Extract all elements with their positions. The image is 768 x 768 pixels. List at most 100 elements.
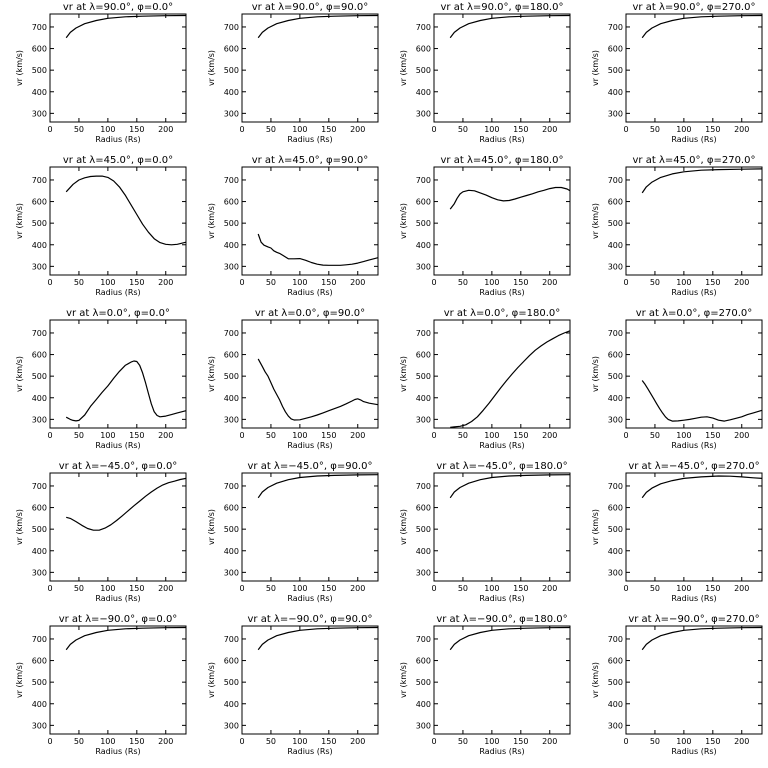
series-line xyxy=(66,477,187,531)
x-tick-label: 50 xyxy=(74,278,84,287)
x-tick-label: 50 xyxy=(74,584,84,593)
chart-title: vr at λ=−45.0°, φ=90.0° xyxy=(248,461,373,472)
x-tick-label: 150 xyxy=(129,584,144,593)
chart-svg: vr at λ=90.0°, φ=270.0° 300 400 500 600 700 0 5… xyxy=(591,2,763,144)
x-tick-label: 0 xyxy=(47,278,52,287)
chart-svg: vr at λ=−45.0°, φ=0.0° 300 400 500 600 700 0 50… xyxy=(15,461,187,603)
y-axis-label: vr (km/s) xyxy=(591,662,600,698)
x-tick-label: 200 xyxy=(350,737,365,746)
plot-frame xyxy=(433,472,571,582)
chart-svg: vr at λ=90.0°, φ=180.0° 300 400 500 600 700 0 5… xyxy=(399,2,571,144)
y-tick-label: 600 xyxy=(608,657,623,666)
x-axis-label: Radius (Rs) xyxy=(479,594,524,603)
x-tick-label: 150 xyxy=(129,278,144,287)
x-tick-label: 100 xyxy=(676,431,691,440)
y-tick-label: 400 xyxy=(224,394,239,403)
chart-panel: vr at λ=45.0°, φ=90.0° 300 400 500 600 700 0 50… xyxy=(192,153,384,306)
y-tick-label: 500 xyxy=(224,525,239,534)
y-tick-label: 400 xyxy=(416,241,431,250)
y-tick-label: 600 xyxy=(32,45,47,54)
y-axis-label: vr (km/s) xyxy=(15,203,24,239)
plot-frame xyxy=(241,13,379,123)
y-tick-label: 300 xyxy=(608,721,623,730)
series-line xyxy=(257,14,379,39)
chart-panel: vr at λ=−90.0°, φ=90.0° 300 400 500 600 700 0 5… xyxy=(192,612,384,765)
x-tick-label: 50 xyxy=(650,584,660,593)
chart-panel: vr at λ=−90.0°, φ=0.0° 300 400 500 600 700 0 50… xyxy=(0,612,192,765)
x-axis-label: Radius (Rs) xyxy=(671,594,716,603)
chart-panel: vr at λ=90.0°, φ=90.0° 300 400 500 600 700 0 50… xyxy=(192,0,384,153)
y-tick-label: 500 xyxy=(608,66,623,75)
y-tick-label: 700 xyxy=(32,635,47,644)
x-tick-label: 0 xyxy=(431,125,436,134)
x-tick-label: 150 xyxy=(321,125,336,134)
x-axis-label: Radius (Rs) xyxy=(95,747,140,756)
x-tick-label: 50 xyxy=(74,125,84,134)
chart-panel: vr at λ=90.0°, φ=0.0° 300 400 500 600 700 0 50 1… xyxy=(0,0,192,153)
x-tick-label: 200 xyxy=(158,278,173,287)
x-tick-label: 100 xyxy=(484,125,499,134)
y-tick-label: 700 xyxy=(608,176,623,185)
chart-panel: vr at λ=−45.0°, φ=180.0° 300 400 500 600 700 0… xyxy=(384,459,576,612)
x-tick-label: 200 xyxy=(734,584,749,593)
series-line xyxy=(450,330,571,428)
plot-frame xyxy=(625,625,763,735)
y-axis-label: vr (km/s) xyxy=(591,203,600,239)
chart-panel: vr at λ=45.0°, φ=0.0° 300 400 500 600 700 0 50 1… xyxy=(0,153,192,306)
x-tick-label: 200 xyxy=(542,584,557,593)
y-tick-label: 400 xyxy=(224,700,239,709)
y-tick-label: 300 xyxy=(224,415,239,424)
y-tick-label: 400 xyxy=(416,394,431,403)
plot-frame xyxy=(241,625,379,735)
x-axis-label: Radius (Rs) xyxy=(95,441,140,450)
y-tick-label: 300 xyxy=(416,262,431,271)
y-tick-label: 300 xyxy=(416,109,431,118)
plot-frame xyxy=(625,319,763,429)
y-axis-label: vr (km/s) xyxy=(591,356,600,392)
y-tick-label: 400 xyxy=(32,547,47,556)
x-tick-label: 0 xyxy=(239,584,244,593)
plot-frame xyxy=(241,472,379,582)
chart-svg: vr at λ=−45.0°, φ=90.0° 300 400 500 600 700 0 5… xyxy=(207,461,379,603)
chart-title: vr at λ=−45.0°, φ=180.0° xyxy=(436,461,567,472)
series-line xyxy=(449,626,571,651)
chart-title: vr at λ=90.0°, φ=0.0° xyxy=(63,2,173,13)
x-axis-label: Radius (Rs) xyxy=(287,288,332,297)
y-tick-label: 600 xyxy=(32,351,47,360)
chart-title: vr at λ=90.0°, φ=90.0° xyxy=(252,2,369,13)
x-tick-label: 150 xyxy=(513,278,528,287)
x-tick-label: 50 xyxy=(266,431,276,440)
chart-panel: vr at λ=45.0°, φ=270.0° 300 400 500 600 700 0 5… xyxy=(576,153,768,306)
x-tick-label: 0 xyxy=(239,431,244,440)
x-axis-label: Radius (Rs) xyxy=(479,441,524,450)
x-tick-label: 50 xyxy=(458,278,468,287)
chart-svg: vr at λ=0.0°, φ=180.0° 300 400 500 600 700 0 50… xyxy=(399,308,571,450)
series-line xyxy=(449,14,571,39)
x-tick-label: 150 xyxy=(705,125,720,134)
y-tick-label: 400 xyxy=(608,700,623,709)
series-line xyxy=(65,175,187,246)
plot-frame xyxy=(625,472,763,582)
chart-svg: vr at λ=45.0°, φ=180.0° 300 400 500 600 700 0 5… xyxy=(399,155,571,297)
chart-panel: vr at λ=−90.0°, φ=270.0° 300 400 500 600 700 0… xyxy=(576,612,768,765)
x-tick-label: 150 xyxy=(513,431,528,440)
x-tick-label: 50 xyxy=(650,431,660,440)
series-line xyxy=(257,358,379,421)
chart-title: vr at λ=90.0°, φ=270.0° xyxy=(633,2,756,13)
y-tick-label: 700 xyxy=(224,23,239,32)
x-tick-label: 0 xyxy=(47,584,52,593)
x-tick-label: 100 xyxy=(484,278,499,287)
x-tick-label: 200 xyxy=(158,125,173,134)
y-tick-label: 700 xyxy=(416,329,431,338)
x-tick-label: 50 xyxy=(650,737,660,746)
plot-frame xyxy=(49,472,187,582)
y-tick-label: 300 xyxy=(224,109,239,118)
plot-frame xyxy=(433,625,571,735)
x-tick-label: 50 xyxy=(74,737,84,746)
y-tick-label: 300 xyxy=(224,721,239,730)
chart-svg: vr at λ=0.0°, φ=90.0° 300 400 500 600 700 0 50 1… xyxy=(207,308,379,450)
y-tick-label: 400 xyxy=(32,700,47,709)
y-tick-label: 300 xyxy=(32,721,47,730)
x-tick-label: 0 xyxy=(239,278,244,287)
